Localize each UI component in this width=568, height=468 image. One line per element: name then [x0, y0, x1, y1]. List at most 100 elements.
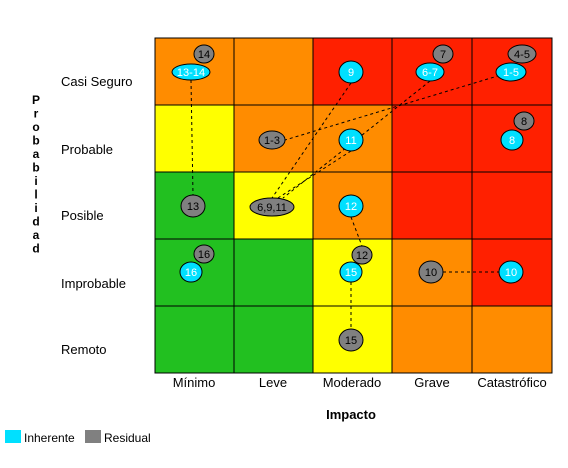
marker-label: 12	[356, 250, 368, 262]
connector-line	[282, 80, 431, 199]
marker-shape	[432, 44, 454, 64]
connector-line	[190, 79, 194, 196]
inherent-risk-marker: 15	[339, 261, 363, 283]
x-tick-label: Grave	[414, 375, 449, 390]
legend-label: Inherente	[24, 431, 75, 445]
marker-label: 1-3	[264, 135, 280, 147]
inherent-risk-marker: 16	[179, 261, 203, 283]
inherent-risk-marker: 11	[338, 128, 364, 152]
marker-label: 1-5	[503, 67, 519, 79]
marker-shape	[338, 60, 364, 84]
marker-shape	[193, 244, 215, 264]
x-tick-label: Leve	[259, 375, 287, 390]
x-tick-labels: Mínimo Leve Moderado Grave Catastrófico	[173, 375, 547, 390]
marker-label: 16	[185, 267, 197, 279]
legend: Inherente Residual	[5, 430, 151, 445]
marker-shape	[193, 44, 215, 64]
marker-shape	[500, 129, 524, 151]
marker-shape	[495, 62, 527, 82]
residual-risk-marker: 7	[432, 44, 454, 64]
x-tick-label: Mínimo	[173, 375, 216, 390]
legend-label: Residual	[104, 431, 151, 445]
inherent-risk-marker: 12	[338, 194, 364, 218]
marker-label: 13	[187, 201, 199, 213]
inherent-risk-marker: 9	[338, 60, 364, 84]
marker-shape	[249, 197, 295, 217]
x-tick-label: Moderado	[323, 375, 382, 390]
residual-risk-marker: 10	[418, 260, 444, 284]
marker-label: 4-5	[514, 49, 530, 61]
marker-label: 11	[345, 135, 356, 147]
connector-lines	[190, 71, 512, 329]
y-axis-title-letter: P	[32, 93, 40, 107]
residual-risk-marker: 1-3	[258, 130, 286, 150]
x-tick-label: Catastrófico	[477, 375, 546, 390]
matrix-cell	[154, 104, 235, 173]
marker-shape	[179, 261, 203, 283]
marker-label: 6,9,11	[257, 202, 287, 214]
residual-risk-marker: 6,9,11	[249, 197, 295, 217]
connector-line	[350, 216, 363, 247]
matrix-cell	[233, 37, 314, 106]
marker-label: 16	[198, 249, 210, 261]
y-axis-title-letter: a	[33, 147, 40, 161]
marker-label: 10	[505, 267, 517, 279]
y-axis-title-letter: b	[32, 134, 39, 148]
residual-risk-marker: 4-5	[507, 44, 537, 64]
matrix-cell	[391, 171, 473, 240]
y-tick-label: Probable	[61, 142, 113, 157]
y-tick-label: Remoto	[61, 342, 107, 357]
marker-label: 14	[198, 49, 210, 61]
inherent-risk-marker: 10	[498, 260, 524, 284]
marker-shape	[258, 130, 286, 150]
y-axis-title-letter: i	[34, 174, 37, 188]
matrix-cell	[391, 104, 473, 173]
matrix-cells	[154, 37, 553, 374]
residual-risk-marker: 16	[193, 244, 215, 264]
y-axis-title-letter: a	[33, 228, 40, 242]
marker-shape	[507, 44, 537, 64]
marker-shape	[180, 194, 206, 218]
y-axis-title-letter: i	[34, 201, 37, 215]
marker-label: 8	[509, 135, 515, 147]
marker-label: 12	[345, 201, 357, 213]
y-tick-label: Posible	[61, 208, 104, 223]
residual-risk-marker: 15	[338, 328, 364, 352]
residual-risk-marker: 8	[513, 111, 535, 131]
matrix-cell	[233, 305, 314, 374]
x-axis-title: Impacto	[326, 407, 376, 422]
marker-shape	[415, 62, 445, 82]
y-axis-title-letter: b	[32, 161, 39, 175]
residual-risk-marker: 13	[180, 194, 206, 218]
marker-shape	[338, 194, 364, 218]
y-tick-label: Casi Seguro	[61, 74, 133, 89]
residual-risk-marker: 14	[193, 44, 215, 64]
matrix-cell	[154, 305, 235, 374]
marker-label: 7	[440, 49, 446, 61]
marker-label: 10	[425, 267, 437, 279]
y-axis-title-letter: d	[32, 242, 39, 256]
marker-label: 13-14	[177, 67, 205, 79]
y-axis-title-letter: l	[34, 188, 37, 202]
marker-shape	[339, 261, 363, 283]
inherent-risk-marker: 1-5	[495, 62, 527, 82]
marker-label: 6-7	[422, 67, 438, 79]
marker-label: 9	[348, 67, 354, 79]
residual-risk-marker: 12	[351, 245, 373, 265]
matrix-cell	[391, 305, 473, 374]
matrix-cell	[471, 305, 553, 374]
legend-swatch	[85, 430, 101, 443]
marker-shape	[418, 260, 444, 284]
inherent-risk-marker: 13-14	[171, 63, 211, 81]
marker-shape	[338, 328, 364, 352]
inherent-risk-marker: 6-7	[415, 62, 445, 82]
connector-line	[271, 82, 352, 199]
inherent-risk-marker: 8	[500, 129, 524, 151]
y-axis-title-letter: r	[34, 107, 39, 121]
marker-shape	[513, 111, 535, 131]
y-tick-label: Improbable	[61, 276, 126, 291]
marker-label: 15	[345, 335, 357, 347]
marker-shape	[498, 260, 524, 284]
